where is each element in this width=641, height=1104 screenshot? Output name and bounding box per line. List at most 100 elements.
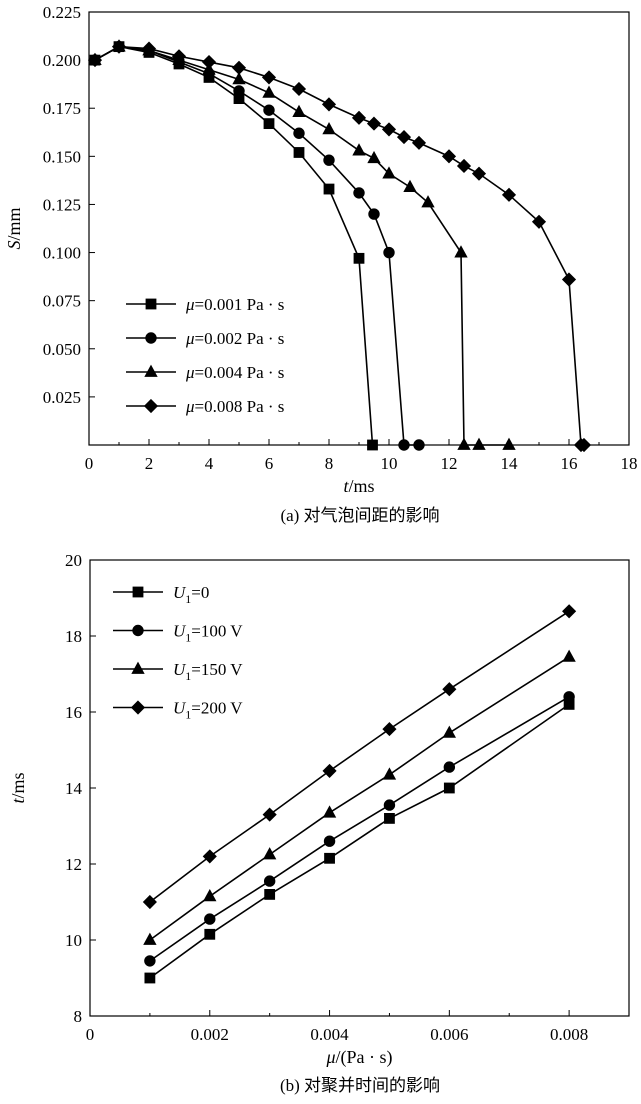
series-4-point: [562, 604, 577, 619]
y-tick-label: 0.125: [43, 195, 81, 214]
series-3-point: [143, 932, 157, 945]
legend-var: U: [173, 583, 187, 602]
x-tick-label: 0.004: [310, 1025, 349, 1044]
series-3-point: [322, 122, 336, 135]
legend-entry: U1=150 V: [113, 660, 243, 683]
plot-frame: [89, 559, 630, 1017]
series-1: [144, 699, 575, 984]
series-3-point: [232, 72, 246, 85]
legend-entry: U1=200 V: [113, 699, 243, 722]
series-4-point: [366, 116, 382, 131]
y-tick-label: 0.075: [43, 292, 81, 311]
x-axis-unit: /ms: [349, 476, 375, 496]
x-tick-label: 0: [86, 1025, 95, 1044]
series-1-point: [144, 972, 156, 984]
series-4-point: [231, 60, 247, 75]
legend-rest: =0.004 Pa · s: [195, 363, 285, 382]
x-axis-label: μ/(Pa · s): [325, 1047, 392, 1068]
legend-marker: [144, 364, 158, 377]
series-2-line: [94, 45, 419, 446]
y-tick-label: 0.225: [43, 3, 81, 22]
x-axis-var: t: [343, 476, 349, 496]
series-3-point: [382, 166, 396, 179]
legend-marker: [130, 700, 146, 715]
series-2: [89, 40, 425, 451]
y-tick-label: 20: [65, 551, 82, 570]
x-tick-label: 0.002: [191, 1025, 229, 1044]
series-4-point: [351, 110, 367, 125]
x-tick-label: 0.006: [430, 1025, 468, 1044]
series-3-point: [382, 767, 397, 780]
y-axis-label: t/ms: [8, 772, 28, 803]
legend-label: μ=0.002 Pa · s: [185, 329, 284, 348]
series-3-point: [562, 649, 576, 662]
legend-marker: [132, 624, 144, 637]
x-tick-label: 18: [621, 454, 638, 473]
series-1-point: [353, 252, 365, 264]
caption-a: (a) 对气泡间距的影响: [280, 506, 439, 525]
series-1-point: [204, 928, 216, 940]
series-3: [88, 39, 516, 450]
series-4-point: [322, 763, 337, 778]
x-tick-label: 0: [85, 454, 94, 473]
series-4-point: [142, 894, 157, 910]
caption-b: (b) 对聚并时间的影响: [280, 1076, 440, 1095]
series-3-point: [457, 437, 471, 450]
series-4: [142, 604, 577, 910]
series-1-point: [324, 852, 335, 864]
series-4-point: [396, 130, 412, 145]
series-3: [143, 649, 576, 945]
legend-sub: 1: [185, 708, 191, 722]
series-2-point: [293, 127, 305, 139]
legend-entry: U1=100 V: [113, 622, 243, 645]
series-1-point: [263, 118, 275, 130]
series-1-point: [293, 147, 305, 158]
series-3-point: [203, 888, 217, 902]
y-tick-label: 0.050: [43, 340, 81, 359]
series-4-point: [411, 135, 427, 150]
series-4-point: [87, 53, 103, 68]
series-4-point: [456, 158, 472, 174]
series-3-point: [403, 179, 417, 193]
y-tick-label: 0.025: [43, 388, 81, 407]
legend-rest: =200 V: [191, 699, 243, 718]
series-4-point: [291, 81, 307, 97]
legend-entry: μ=0.004 Pa · s: [126, 363, 284, 382]
series-2-point: [323, 835, 336, 847]
series-2-point: [383, 799, 396, 811]
series-2-point: [323, 154, 335, 166]
series-4-point: [381, 122, 397, 137]
series-3-point: [322, 805, 337, 818]
x-tick-label: 4: [205, 454, 214, 473]
legend-label: μ=0.004 Pa · s: [185, 363, 284, 382]
series-1-point: [323, 183, 335, 195]
y-tick-label: 0.175: [43, 99, 81, 118]
series-3-point: [262, 847, 277, 860]
x-axis-var: μ: [325, 1047, 335, 1067]
legend-rest: =100 V: [191, 622, 243, 641]
legend-sub: 1: [185, 592, 191, 606]
series-3-point: [262, 85, 276, 98]
legend: U1=0U1=100 VU1=150 VU1=200 V: [113, 583, 243, 722]
series-3-point: [502, 437, 516, 450]
legend-label: U1=150 V: [173, 660, 243, 683]
y-tick-label: 16: [65, 703, 82, 722]
series-3-point: [352, 143, 366, 156]
legend-rest: =0.008 Pa · s: [195, 397, 285, 416]
x-tick-label: 6: [265, 454, 274, 473]
y-tick-label: 10: [65, 931, 82, 950]
series-4-point: [561, 272, 577, 287]
legend-marker: [131, 661, 145, 674]
y-tick-label: 12: [65, 855, 82, 874]
legend-marker: [145, 298, 157, 310]
chart-a: 0 2 4 6 8 10 12 14 16 18 0.025 0.050 0.075 0.100 0.125…: [4, 3, 638, 496]
legend-var: U: [173, 660, 187, 679]
x-tick-label: 14: [501, 454, 519, 473]
series-2-point: [398, 439, 410, 451]
series-1-point: [367, 439, 378, 451]
y-tick-label: 8: [74, 1007, 83, 1026]
series-4-point: [171, 49, 187, 64]
series-4-point: [441, 149, 457, 164]
legend-label: μ=0.008 Pa · s: [185, 397, 284, 416]
